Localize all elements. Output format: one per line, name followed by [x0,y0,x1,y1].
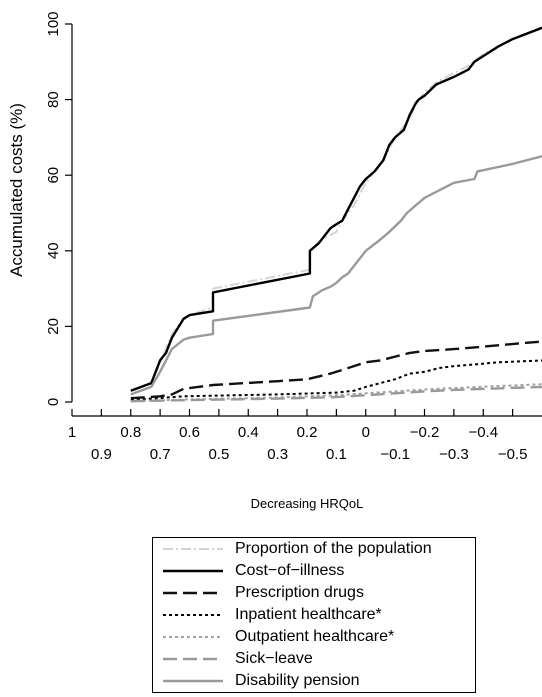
x-tick-label-upper: 0.4 [238,424,259,441]
legend-swatch [163,548,223,550]
y-tick-label: 100 [45,11,62,36]
x-tick-label-lower: 0.7 [150,446,171,463]
series-layer [130,26,542,403]
series-line-1 [130,26,542,392]
legend-swatch [163,591,223,595]
legend-swatch [163,614,223,616]
legend-label: Inpatient healthcare* [235,606,382,623]
legend-label: Disability pension [235,672,360,689]
legend-item: Outpatient healthcare* [153,626,475,648]
y-tick-label: 0 [45,398,62,406]
x-tick-label-upper: 0 [362,424,370,441]
x-tick-label-upper: 1 [68,424,76,441]
x-tick-label-lower: −0.1 [380,446,410,463]
legend-item: Cost−of−illness [153,560,475,582]
legend-item: Prescription drugs [153,582,475,604]
x-tick-label-upper: 0.2 [297,424,318,441]
legend-item: Disability pension [153,670,475,692]
legend-label: Proportion of the population [235,540,432,557]
legend: Proportion of the population Cost−of−illn… [152,537,476,693]
series-line-5 [130,385,542,403]
x-axis: 1 0.8 0.6 0.4 0.2 0 −0.2 −0.4 0.9 0.7 0.5 0.3 0.1 −0.… [68,409,542,463]
x-tick-label-upper: 0.6 [179,424,200,441]
x-tick-label-lower: 0.3 [267,446,288,463]
legend-swatch [163,679,223,683]
legend-swatch [163,569,223,573]
series-line-2 [130,340,542,400]
legend-label: Sick−leave [235,650,313,667]
y-tick-label: 80 [45,91,62,108]
legend-item: Inpatient healthcare* [153,604,475,626]
x-tick-label-upper: 0.8 [120,424,141,441]
x-tick-label-lower: −0.3 [439,446,469,463]
x-tick-label-lower: 0.5 [208,446,229,463]
x-tick-label-upper: −0.2 [410,424,440,441]
legend-item: Sick−leave [153,648,475,670]
legend-label: Cost−of−illness [235,562,345,579]
x-tick-label-lower: −0.5 [498,446,528,463]
legend-item: Proportion of the population [153,538,475,560]
legend-swatch [163,657,223,661]
y-axis-title: Accumulated costs (%) [7,103,26,277]
series-line-3 [130,359,542,402]
y-axis: 0 20 40 60 80 100 [45,11,73,406]
y-tick-label: 60 [45,167,62,184]
legend-label: Prescription drugs [235,584,364,601]
x-tick-label-upper: −0.4 [468,424,498,441]
y-tick-label: 20 [45,318,62,335]
x-tick-label-lower: 0.9 [91,446,112,463]
series-line-6 [130,155,542,396]
x-axis-title: Decreasing HRQoL [251,496,364,511]
legend-swatch [163,636,223,638]
y-tick-label: 40 [45,242,62,259]
legend-label: Outpatient healthcare* [235,628,395,645]
x-tick-label-lower: 0.1 [326,446,347,463]
